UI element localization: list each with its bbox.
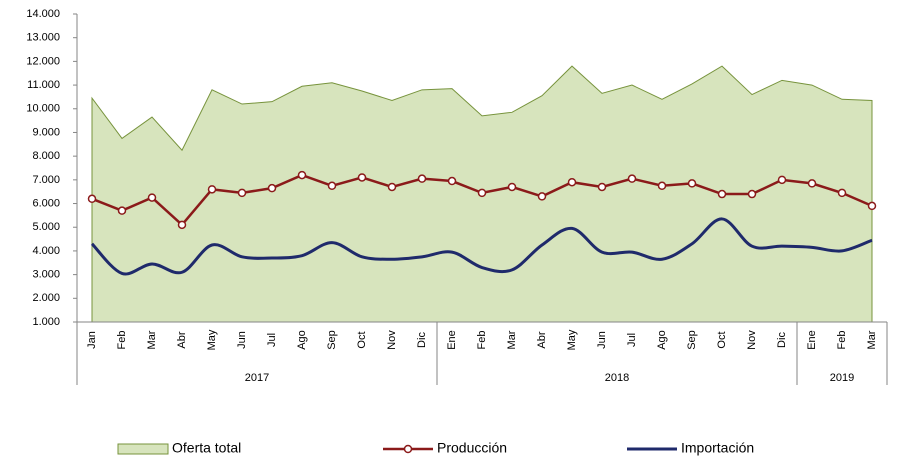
marker xyxy=(867,201,877,211)
marker xyxy=(117,206,127,215)
y-tick-label: 1.000 xyxy=(32,316,60,328)
x-tick-label: Dic xyxy=(776,332,788,348)
marker xyxy=(87,194,97,204)
marker xyxy=(747,189,757,199)
y-tick-label: 12.000 xyxy=(26,55,60,67)
marker xyxy=(387,182,397,192)
marker xyxy=(147,193,157,202)
y-tick-label: 10.000 xyxy=(26,103,60,115)
x-tick-label: Ene xyxy=(806,330,818,350)
y-tick-label: 4.000 xyxy=(32,245,60,257)
x-tick-label: Nov xyxy=(746,330,758,350)
y-tick-label: 7.000 xyxy=(32,174,60,186)
y-tick-label: 6.000 xyxy=(32,197,60,209)
y-tick-label: 13.000 xyxy=(26,32,60,44)
x-tick-label: May xyxy=(566,329,578,350)
x-tick-label: Sep xyxy=(686,330,698,350)
x-tick-label: Feb xyxy=(836,331,848,350)
x-tick-label: Ago xyxy=(296,330,308,350)
marker xyxy=(627,174,637,183)
marker xyxy=(477,188,487,198)
x-tick-label: Ago xyxy=(656,330,668,350)
y-tick-label: 5.000 xyxy=(32,221,60,233)
line xyxy=(90,217,873,276)
x-tick-label: Nov xyxy=(386,330,398,350)
y-tick-label: 3.000 xyxy=(32,269,60,281)
x-tick-label: Feb xyxy=(476,331,488,350)
marker xyxy=(807,179,817,188)
marker xyxy=(507,182,517,192)
x-tick-label: Jun xyxy=(236,331,248,349)
x-tick-label: Mar xyxy=(506,330,518,349)
year-label: 2018 xyxy=(605,372,629,384)
year-label: 2017 xyxy=(245,372,269,384)
legend-swatch xyxy=(117,443,169,455)
legend-label: Producción xyxy=(437,440,507,456)
x-tick-label: Oct xyxy=(356,331,368,348)
y-tick-label: 2.000 xyxy=(32,292,60,304)
marker xyxy=(417,174,427,183)
marker xyxy=(237,188,247,198)
x-tick-label: Abr xyxy=(176,331,188,348)
marker xyxy=(597,182,607,192)
marker xyxy=(357,173,367,182)
x-tick-label: Abr xyxy=(536,331,548,348)
x-tick-label: Ene xyxy=(446,330,458,350)
y-tick-label: 14.000 xyxy=(26,8,60,20)
marker xyxy=(777,175,787,185)
marker xyxy=(267,183,277,193)
marker xyxy=(657,181,667,191)
x-tick-label: Jul xyxy=(266,333,278,347)
x-tick-label: Jun xyxy=(596,331,608,349)
legend-label: Importación xyxy=(681,440,754,456)
legend-label: Oferta total xyxy=(172,440,241,456)
x-tick-label: Dic xyxy=(416,332,428,348)
legend-marker xyxy=(403,444,413,454)
x-tick-label: Feb xyxy=(116,331,128,350)
x-tick-label: May xyxy=(206,329,218,350)
y-tick-label: 9.000 xyxy=(32,126,60,138)
marker xyxy=(207,185,217,194)
marker xyxy=(567,177,577,187)
x-tick-label: Mar xyxy=(866,330,878,349)
x-tick-label: Mar xyxy=(146,330,158,349)
x-tick-label: Jan xyxy=(86,331,98,349)
marker xyxy=(687,179,697,188)
x-tick-label: Jul xyxy=(626,333,638,347)
marker xyxy=(177,220,187,230)
marker xyxy=(717,189,727,199)
year-label: 2019 xyxy=(830,372,854,384)
marker xyxy=(837,188,847,198)
marker xyxy=(447,176,457,186)
marker xyxy=(537,192,547,201)
marker xyxy=(297,170,307,180)
x-tick-label: Sep xyxy=(326,330,338,350)
y-tick-label: 11.000 xyxy=(27,79,60,91)
y-tick-label: 8.000 xyxy=(32,150,60,162)
x-tick-label: Oct xyxy=(716,331,728,348)
marker xyxy=(327,181,337,191)
